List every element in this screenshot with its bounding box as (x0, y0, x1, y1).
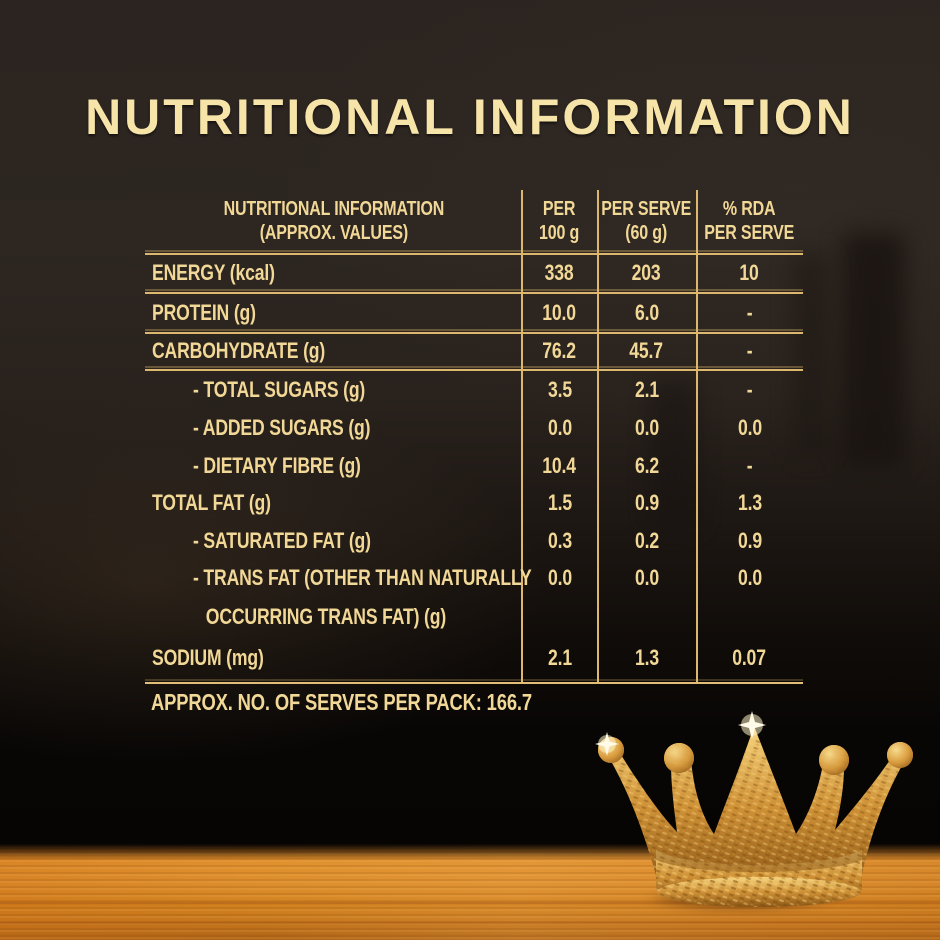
serves-per-pack-note: APPROX. NO. OF SERVES PER PACK: 166.7 (151, 689, 532, 715)
column-divider (696, 190, 698, 684)
column-divider (521, 190, 523, 684)
table-row-total-sugars: - TOTAL SUGARS (g) 3.5 2.1 - (193, 377, 753, 402)
header-approx-values: NUTRITIONAL INFORMATION (APPROX. VALUES) (223, 197, 444, 244)
header-per-100g: PER 100 g (539, 197, 580, 244)
table-row-energy: ENERGY (kcal) 338 203 10 (152, 260, 760, 285)
header-per-serve: PER SERVE (60 g) (601, 197, 692, 244)
sparkle-icon (595, 732, 619, 756)
nutrition-table: NUTRITIONAL INFORMATION (APPROX. VALUES) … (145, 190, 803, 715)
table-bottom-rule (145, 682, 803, 684)
background-bottle-blur (793, 252, 829, 457)
table-row-protein: PROTEIN (g) 10.0 6.0 - (152, 299, 753, 325)
header-rda-per-serve: % RDA PER SERVE (704, 197, 795, 244)
page-title: NUTRITIONAL INFORMATION (85, 89, 855, 145)
background-bottle-blur (650, 380, 700, 530)
table-row-added-sugars: - ADDED SUGARS (g) 0.0 0.0 0.0 (193, 415, 762, 440)
sparkle-icon (738, 711, 766, 739)
row-divider (145, 332, 803, 334)
table-row-total-fat: TOTAL FAT (g) 1.5 0.9 1.3 (152, 490, 762, 515)
row-divider (145, 292, 803, 294)
table-row-sodium: SODIUM (mg) 2.1 1.3 0.07 (152, 644, 767, 670)
row-divider (145, 253, 803, 255)
table-header-row: NUTRITIONAL INFORMATION (APPROX. VALUES) … (145, 190, 803, 253)
wood-grain-streak (0, 902, 940, 904)
table-row-saturated-fat: - SATURATED FAT (g) 0.3 0.2 0.9 (193, 528, 762, 553)
background-bottle-blur (842, 232, 906, 467)
wood-grain-streak (0, 922, 940, 924)
row-divider (145, 369, 803, 371)
column-divider (597, 190, 599, 684)
table-row-carbohydrate: CARBOHYDRATE (g) 76.2 45.7 - (152, 338, 753, 363)
table-row-trans-fat: - TRANS FAT (OTHER THAN NATURALLY OCCURR… (193, 565, 762, 629)
table-row-dietary-fibre: - DIETARY FIBRE (g) 10.4 6.2 - (193, 452, 753, 478)
grain-crown-image (578, 700, 928, 920)
